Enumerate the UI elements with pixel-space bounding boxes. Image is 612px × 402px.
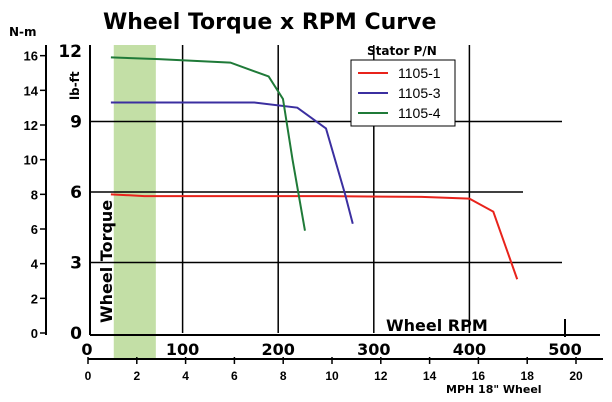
- legend-label: 1105-3: [398, 85, 441, 101]
- left-unit-label: N-m: [9, 25, 37, 39]
- mph-tick-label: 16: [472, 369, 486, 383]
- left-tick-label: 14: [24, 83, 39, 98]
- left-tick-label: 16: [24, 49, 38, 64]
- mph-tick-label: 20: [569, 369, 583, 383]
- lbft-tick-label: 6: [70, 183, 82, 203]
- legend-label: 1105-4: [398, 105, 441, 121]
- legend-title: Stator P/N: [367, 44, 437, 58]
- shaded-band: [113, 45, 156, 359]
- x-tick-label: 500: [548, 340, 581, 359]
- mph-tick-label: 12: [374, 369, 388, 383]
- legend-label: 1105-1: [398, 65, 441, 81]
- mph-tick-label: 4: [182, 369, 189, 383]
- chart-title: Wheel Torque x RPM Curve: [103, 10, 436, 35]
- y-axis-label: Wheel Torque: [97, 200, 116, 323]
- x-tick-label: 0: [81, 340, 92, 359]
- lbft-tick-label: 0: [70, 324, 82, 344]
- x-tick-label: 100: [166, 340, 199, 359]
- left-tick-label: 10: [24, 153, 38, 168]
- x-tick-label: 300: [357, 340, 390, 359]
- series-line-1105-4: [110, 56, 306, 231]
- left-tick-label: 8: [31, 187, 38, 202]
- mph-tick-label: 10: [325, 369, 339, 383]
- legend: Stator P/N 1105-1 1105-3 1105-4: [350, 44, 456, 127]
- mph-tick-label: 2: [133, 369, 140, 383]
- right-unit-label: lb-ft: [68, 71, 82, 100]
- left-tick-label: 4: [31, 257, 39, 272]
- mph-axis-label: MPH 18" Wheel: [446, 383, 542, 396]
- mph-tick-label: 8: [280, 369, 287, 383]
- series-line-1105-1: [110, 193, 519, 280]
- lbft-tick-label: 3: [70, 253, 82, 273]
- x-axis-label: Wheel RPM: [386, 316, 488, 335]
- series-line-1105-3: [110, 101, 354, 225]
- lbft-tick-label: 12: [58, 42, 82, 62]
- lbft-tick-label: 9: [70, 112, 82, 132]
- left-tick-label: 6: [31, 222, 38, 237]
- mph-tick-label: 14: [423, 369, 437, 383]
- x-tick-label: 200: [261, 340, 294, 359]
- left-tick-label: 12: [24, 118, 38, 133]
- mph-tick-label: 18: [521, 369, 535, 383]
- mph-tick-label: 6: [231, 369, 238, 383]
- left-tick-label: 2: [31, 291, 38, 306]
- left-tick-label: 0: [31, 326, 38, 341]
- x-tick-label: 400: [453, 340, 486, 359]
- mph-tick-label: 0: [85, 369, 92, 383]
